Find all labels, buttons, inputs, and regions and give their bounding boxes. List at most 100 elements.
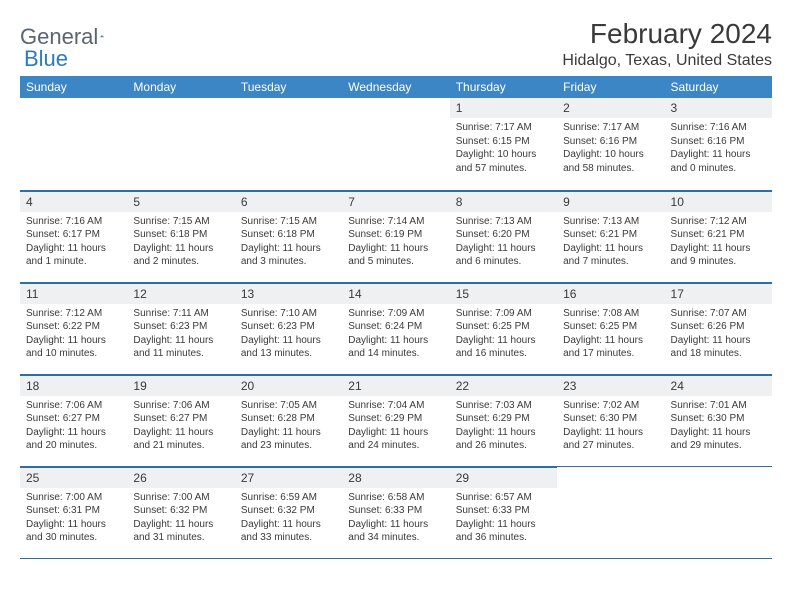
day-number: 10 [665,191,772,212]
sunrise-text: Sunrise: 6:58 AM [348,491,443,505]
sunset-text: Sunset: 6:25 PM [456,320,551,334]
day-number: 9 [557,191,664,212]
sunset-text: Sunset: 6:18 PM [133,228,228,242]
sunrise-text: Sunrise: 7:00 AM [133,491,228,505]
sunrise-text: Sunrise: 7:12 AM [26,307,121,321]
day-number: 17 [665,283,772,304]
day-details: Sunrise: 6:59 AMSunset: 6:32 PMDaylight:… [235,488,342,551]
calendar-cell: 10Sunrise: 7:12 AMSunset: 6:21 PMDayligh… [665,190,772,282]
day-details: Sunrise: 7:00 AMSunset: 6:31 PMDaylight:… [20,488,127,551]
daylight-text: Daylight: 11 hours and 9 minutes. [671,242,766,269]
sunset-text: Sunset: 6:33 PM [456,504,551,518]
daylight-text: Daylight: 11 hours and 13 minutes. [241,334,336,361]
weekday-header: Saturday [665,76,772,98]
sunset-text: Sunset: 6:33 PM [348,504,443,518]
sunrise-text: Sunrise: 7:09 AM [456,307,551,321]
calendar-cell: 29Sunrise: 6:57 AMSunset: 6:33 PMDayligh… [450,466,557,558]
weekday-header: Monday [127,76,234,98]
sunset-text: Sunset: 6:20 PM [456,228,551,242]
daylight-text: Daylight: 11 hours and 7 minutes. [563,242,658,269]
calendar-cell: 2Sunrise: 7:17 AMSunset: 6:16 PMDaylight… [557,98,664,190]
day-number: 23 [557,375,664,396]
sunrise-text: Sunrise: 7:04 AM [348,399,443,413]
daylight-text: Daylight: 10 hours and 57 minutes. [456,148,551,175]
day-details: Sunrise: 7:03 AMSunset: 6:29 PMDaylight:… [450,396,557,459]
day-number: 8 [450,191,557,212]
sunrise-text: Sunrise: 6:57 AM [456,491,551,505]
calendar-cell: 8Sunrise: 7:13 AMSunset: 6:20 PMDaylight… [450,190,557,282]
sunset-text: Sunset: 6:15 PM [456,135,551,149]
day-details: Sunrise: 7:12 AMSunset: 6:22 PMDaylight:… [20,304,127,367]
day-details: Sunrise: 7:07 AMSunset: 6:26 PMDaylight:… [665,304,772,367]
weekday-header: Tuesday [235,76,342,98]
calendar-cell: 12Sunrise: 7:11 AMSunset: 6:23 PMDayligh… [127,282,234,374]
calendar-cell: 22Sunrise: 7:03 AMSunset: 6:29 PMDayligh… [450,374,557,466]
weekday-header: Friday [557,76,664,98]
day-number: 11 [20,283,127,304]
calendar-cell: 6Sunrise: 7:15 AMSunset: 6:18 PMDaylight… [235,190,342,282]
sunrise-text: Sunrise: 7:17 AM [563,121,658,135]
calendar-cell: 18Sunrise: 7:06 AMSunset: 6:27 PMDayligh… [20,374,127,466]
sunset-text: Sunset: 6:32 PM [133,504,228,518]
sunset-text: Sunset: 6:27 PM [26,412,121,426]
sunset-text: Sunset: 6:21 PM [563,228,658,242]
day-number: 27 [235,467,342,488]
weekday-header: Sunday [20,76,127,98]
calendar-cell-empty: . [20,98,127,190]
calendar-cell: 17Sunrise: 7:07 AMSunset: 6:26 PMDayligh… [665,282,772,374]
daylight-text: Daylight: 11 hours and 17 minutes. [563,334,658,361]
sunset-text: Sunset: 6:26 PM [671,320,766,334]
calendar-cell: 13Sunrise: 7:10 AMSunset: 6:23 PMDayligh… [235,282,342,374]
logo-text-blue: Blue [24,46,68,71]
sunrise-text: Sunrise: 7:13 AM [563,215,658,229]
daylight-text: Daylight: 11 hours and 33 minutes. [241,518,336,545]
sunrise-text: Sunrise: 7:03 AM [456,399,551,413]
page-header: General February 2024 Hidalgo, Texas, Un… [20,18,772,70]
calendar-cell-empty: . [235,98,342,190]
daylight-text: Daylight: 11 hours and 18 minutes. [671,334,766,361]
daylight-text: Daylight: 11 hours and 31 minutes. [133,518,228,545]
sunrise-text: Sunrise: 7:06 AM [26,399,121,413]
weekday-header: Wednesday [342,76,449,98]
calendar-cell: 27Sunrise: 6:59 AMSunset: 6:32 PMDayligh… [235,466,342,558]
daylight-text: Daylight: 11 hours and 21 minutes. [133,426,228,453]
calendar-cell: 14Sunrise: 7:09 AMSunset: 6:24 PMDayligh… [342,282,449,374]
sunrise-text: Sunrise: 7:06 AM [133,399,228,413]
day-number: 25 [20,467,127,488]
day-details: Sunrise: 7:10 AMSunset: 6:23 PMDaylight:… [235,304,342,367]
sunset-text: Sunset: 6:17 PM [26,228,121,242]
day-number: 24 [665,375,772,396]
day-details: Sunrise: 7:15 AMSunset: 6:18 PMDaylight:… [127,212,234,275]
sunrise-text: Sunrise: 7:01 AM [671,399,766,413]
day-details: Sunrise: 6:57 AMSunset: 6:33 PMDaylight:… [450,488,557,551]
calendar-cell: 15Sunrise: 7:09 AMSunset: 6:25 PMDayligh… [450,282,557,374]
sunrise-text: Sunrise: 7:11 AM [133,307,228,321]
daylight-text: Daylight: 11 hours and 16 minutes. [456,334,551,361]
sunset-text: Sunset: 6:18 PM [241,228,336,242]
sunset-text: Sunset: 6:22 PM [26,320,121,334]
daylight-text: Daylight: 11 hours and 5 minutes. [348,242,443,269]
calendar-table: SundayMondayTuesdayWednesdayThursdayFrid… [20,76,772,559]
day-number: 22 [450,375,557,396]
day-number: 3 [665,98,772,118]
daylight-text: Daylight: 11 hours and 14 minutes. [348,334,443,361]
sunset-text: Sunset: 6:29 PM [456,412,551,426]
calendar-cell-empty: . [127,98,234,190]
daylight-text: Daylight: 11 hours and 0 minutes. [671,148,766,175]
day-number: 21 [342,375,449,396]
daylight-text: Daylight: 11 hours and 34 minutes. [348,518,443,545]
calendar-week-row: ....1Sunrise: 7:17 AMSunset: 6:15 PMDayl… [20,98,772,190]
sunrise-text: Sunrise: 6:59 AM [241,491,336,505]
day-details: Sunrise: 7:02 AMSunset: 6:30 PMDaylight:… [557,396,664,459]
daylight-text: Daylight: 11 hours and 6 minutes. [456,242,551,269]
day-details: Sunrise: 7:09 AMSunset: 6:25 PMDaylight:… [450,304,557,367]
day-details: Sunrise: 7:04 AMSunset: 6:29 PMDaylight:… [342,396,449,459]
sunset-text: Sunset: 6:24 PM [348,320,443,334]
calendar-week-row: 18Sunrise: 7:06 AMSunset: 6:27 PMDayligh… [20,374,772,466]
daylight-text: Daylight: 11 hours and 36 minutes. [456,518,551,545]
calendar-body: ....1Sunrise: 7:17 AMSunset: 6:15 PMDayl… [20,98,772,558]
calendar-cell: 7Sunrise: 7:14 AMSunset: 6:19 PMDaylight… [342,190,449,282]
day-details: Sunrise: 7:14 AMSunset: 6:19 PMDaylight:… [342,212,449,275]
day-details: Sunrise: 7:16 AMSunset: 6:17 PMDaylight:… [20,212,127,275]
calendar-cell: 4Sunrise: 7:16 AMSunset: 6:17 PMDaylight… [20,190,127,282]
